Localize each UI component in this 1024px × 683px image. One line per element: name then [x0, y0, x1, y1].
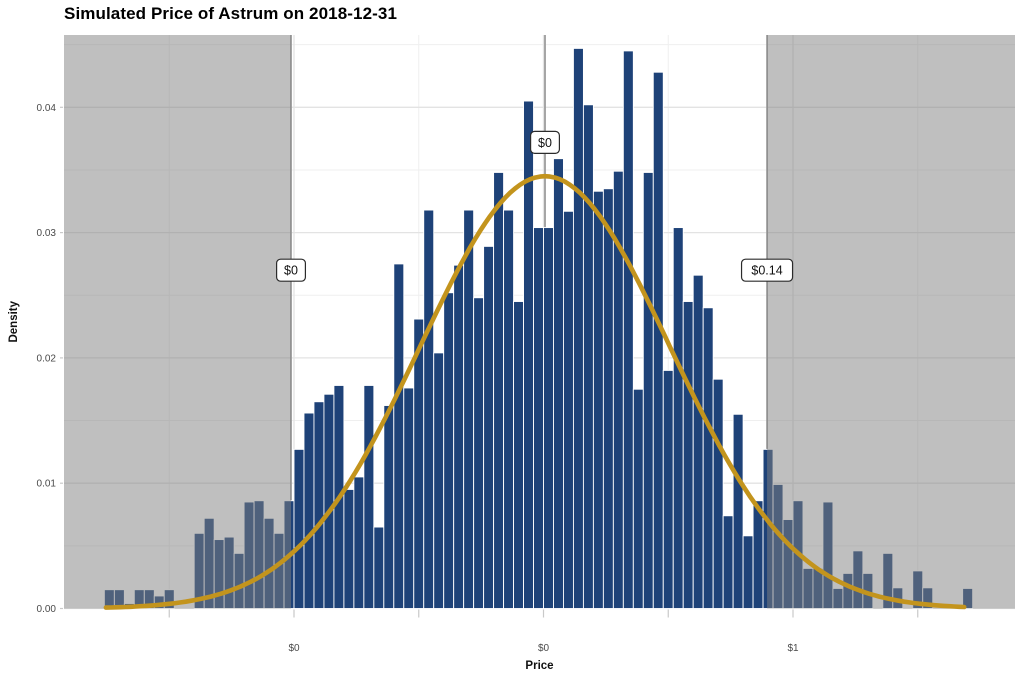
histogram-bar — [582, 104, 594, 609]
histogram-bar — [622, 50, 634, 609]
histogram-bar — [303, 412, 315, 609]
shaded-tail-region — [767, 35, 1015, 609]
histogram-bar — [413, 318, 425, 609]
x-tick-label: $1 — [787, 643, 799, 654]
histogram-bar — [602, 188, 614, 609]
x-axis-title: Price — [525, 660, 553, 672]
histogram-bar — [563, 210, 574, 609]
histogram-bar — [533, 227, 544, 609]
histogram-bar — [483, 245, 495, 609]
y-tick-label: 0.03 — [37, 228, 57, 239]
histogram-bar — [463, 209, 475, 609]
histogram-bar — [642, 172, 654, 609]
histogram-bar — [363, 385, 375, 609]
histogram-bar — [732, 413, 744, 609]
histogram-bar — [313, 401, 325, 609]
histogram-bar — [543, 227, 554, 609]
histogram-bar — [632, 388, 644, 609]
y-tick-label: 0.04 — [37, 103, 57, 114]
reference-label: $0 — [284, 264, 298, 278]
histogram-bar — [672, 227, 684, 609]
histogram-bar — [503, 209, 515, 609]
reference-label: $0.14 — [751, 264, 782, 278]
histogram-bar — [433, 352, 445, 609]
reference-label: $0 — [538, 136, 552, 150]
y-axis-title: Density — [8, 300, 20, 342]
histogram-bar — [662, 369, 674, 609]
y-tick-label: 0.00 — [37, 604, 57, 615]
histogram-bar — [722, 515, 734, 609]
histogram-bar — [682, 301, 694, 609]
histogram-bar — [493, 172, 505, 609]
histogram-bar — [453, 264, 465, 609]
histogram-bar — [752, 500, 764, 609]
histogram-bar — [712, 378, 724, 609]
reference-label-box — [529, 130, 560, 154]
chart-title: Simulated Price of Astrum on 2018-12-31 — [64, 4, 397, 23]
shaded-tail-region — [64, 35, 292, 609]
histogram-bar — [293, 448, 305, 609]
reference-label-box — [740, 258, 794, 282]
histogram-bar — [652, 71, 664, 609]
y-tick-label: 0.02 — [37, 353, 57, 364]
histogram-bar — [443, 292, 455, 609]
histogram-bar — [592, 190, 604, 609]
histogram-bar — [423, 209, 435, 609]
histogram-bar — [323, 393, 335, 609]
histogram-bar — [513, 301, 524, 609]
histogram-bar — [572, 47, 584, 609]
histogram-bar — [343, 489, 355, 609]
y-tick-label: 0.01 — [37, 479, 57, 490]
x-tick-label: $0 — [288, 643, 300, 654]
histogram-bar — [373, 526, 385, 609]
reference-label-box — [276, 258, 307, 282]
histogram-bar — [553, 158, 564, 609]
density-curve — [103, 173, 967, 610]
histogram-bar — [473, 297, 485, 609]
histogram-bar — [383, 405, 395, 609]
histogram-bar — [353, 476, 365, 609]
histogram-bar — [742, 535, 754, 609]
x-tick-label: $0 — [538, 643, 550, 654]
histogram-bar — [692, 274, 704, 609]
histogram-bar — [393, 263, 405, 609]
histogram-bar — [702, 307, 714, 609]
histogram-bar — [403, 387, 415, 609]
